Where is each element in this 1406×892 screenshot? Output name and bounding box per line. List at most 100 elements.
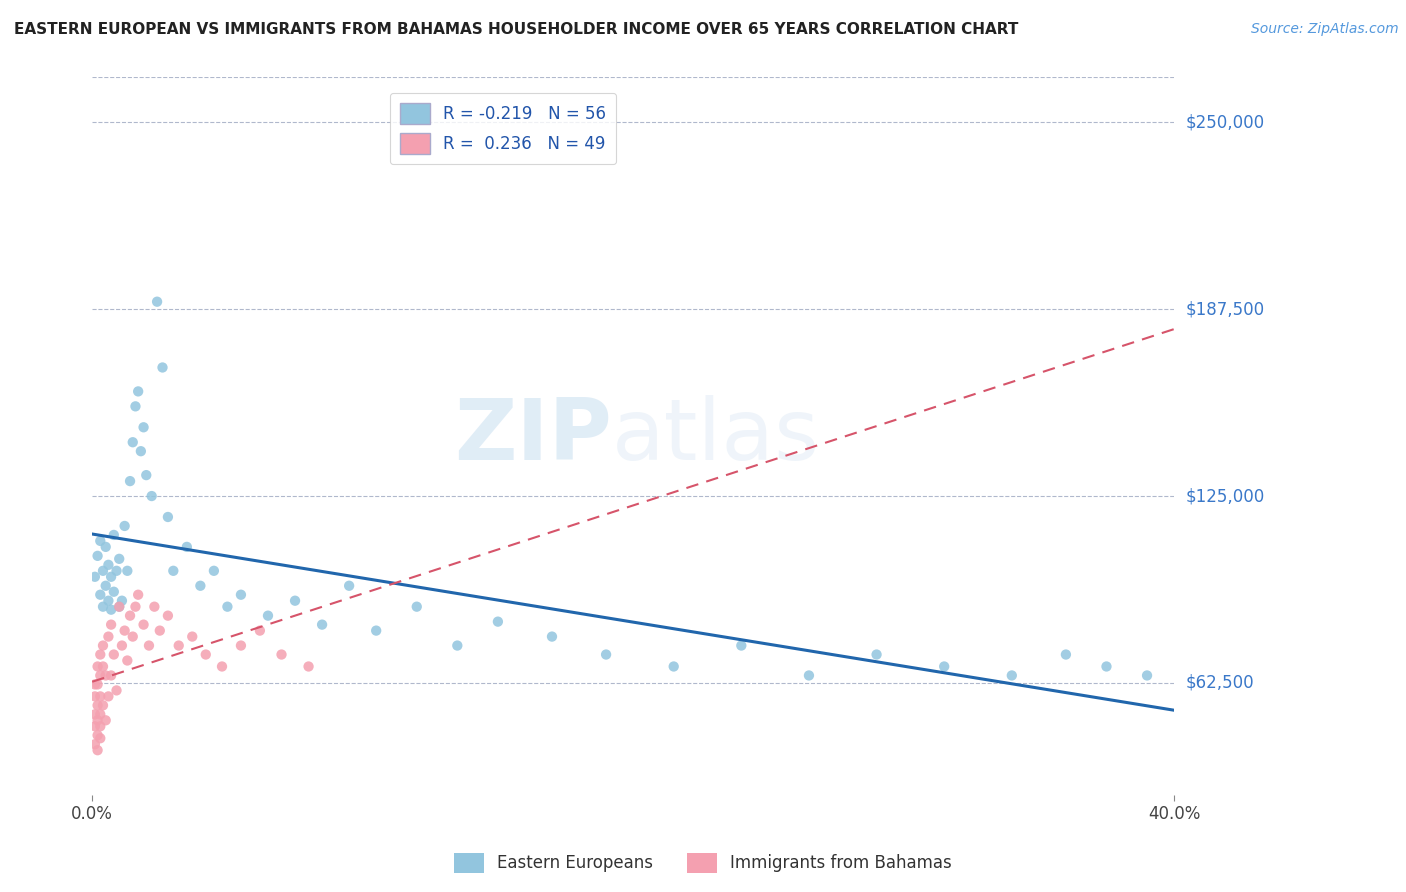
Point — [270, 648, 292, 662]
Point — [89, 668, 111, 682]
Point — [181, 630, 204, 644]
Point — [86, 743, 108, 757]
Point — [94, 714, 117, 728]
Point — [124, 599, 146, 614]
Point — [595, 648, 617, 662]
Point — [149, 624, 172, 638]
Text: Source: ZipAtlas.com: Source: ZipAtlas.com — [1251, 22, 1399, 37]
Point — [100, 617, 122, 632]
Point — [249, 624, 271, 638]
Point — [114, 519, 136, 533]
Point — [117, 564, 139, 578]
Point — [89, 588, 111, 602]
Point — [143, 599, 166, 614]
Point — [89, 533, 111, 548]
Point — [176, 540, 198, 554]
Point — [100, 602, 122, 616]
Point — [121, 435, 143, 450]
Point — [89, 648, 111, 662]
Point — [124, 400, 146, 414]
Point — [138, 639, 160, 653]
Point — [229, 639, 252, 653]
Point — [117, 653, 139, 667]
Point — [89, 719, 111, 733]
Point — [297, 659, 319, 673]
Point — [118, 608, 141, 623]
Point — [1001, 668, 1024, 682]
Point — [162, 564, 184, 578]
Point — [108, 599, 131, 614]
Point — [284, 593, 307, 607]
Point — [217, 599, 239, 614]
Point — [141, 489, 163, 503]
Point — [83, 677, 105, 691]
Point — [86, 677, 108, 691]
Text: ZIP: ZIP — [454, 395, 612, 478]
Point — [541, 630, 564, 644]
Point — [105, 683, 128, 698]
Point — [103, 648, 125, 662]
Point — [94, 668, 117, 682]
Point — [190, 579, 212, 593]
Point — [83, 719, 105, 733]
Point — [486, 615, 509, 629]
Point — [100, 668, 122, 682]
Point — [83, 570, 105, 584]
Point — [132, 420, 155, 434]
Point — [135, 468, 157, 483]
Point — [91, 639, 114, 653]
Point — [194, 648, 217, 662]
Point — [83, 690, 105, 704]
Point — [127, 588, 149, 602]
Point — [146, 294, 169, 309]
Point — [91, 698, 114, 713]
Point — [94, 540, 117, 554]
Point — [91, 599, 114, 614]
Point — [405, 599, 427, 614]
Point — [86, 659, 108, 673]
Point — [103, 528, 125, 542]
Text: atlas: atlas — [612, 395, 820, 478]
Point — [111, 639, 134, 653]
Point — [97, 558, 120, 572]
Point — [202, 564, 225, 578]
Point — [118, 474, 141, 488]
Point — [934, 659, 956, 673]
Point — [83, 707, 105, 722]
Point — [111, 593, 134, 607]
Point — [311, 617, 333, 632]
Text: $125,000: $125,000 — [1185, 487, 1264, 505]
Point — [156, 510, 179, 524]
Point — [446, 639, 468, 653]
Point — [105, 564, 128, 578]
Text: $62,500: $62,500 — [1185, 674, 1254, 692]
Point — [152, 360, 174, 375]
Text: $187,500: $187,500 — [1185, 301, 1264, 318]
Point — [1136, 668, 1159, 682]
Point — [121, 630, 143, 644]
Point — [730, 639, 752, 653]
Text: EASTERN EUROPEAN VS IMMIGRANTS FROM BAHAMAS HOUSEHOLDER INCOME OVER 65 YEARS COR: EASTERN EUROPEAN VS IMMIGRANTS FROM BAHA… — [14, 22, 1018, 37]
Point — [89, 731, 111, 746]
Point — [1054, 648, 1077, 662]
Point — [797, 668, 820, 682]
Point — [127, 384, 149, 399]
Point — [86, 698, 108, 713]
Point — [97, 690, 120, 704]
Point — [229, 588, 252, 602]
Point — [132, 617, 155, 632]
Point — [91, 659, 114, 673]
Point — [86, 549, 108, 563]
Point — [366, 624, 388, 638]
Point — [129, 444, 152, 458]
Point — [108, 552, 131, 566]
Point — [83, 737, 105, 751]
Point — [91, 564, 114, 578]
Point — [167, 639, 190, 653]
Text: $250,000: $250,000 — [1185, 113, 1264, 131]
Point — [865, 648, 887, 662]
Point — [337, 579, 360, 593]
Point — [100, 570, 122, 584]
Point — [156, 608, 179, 623]
Legend: R = -0.219   N = 56, R =  0.236   N = 49: R = -0.219 N = 56, R = 0.236 N = 49 — [389, 93, 616, 164]
